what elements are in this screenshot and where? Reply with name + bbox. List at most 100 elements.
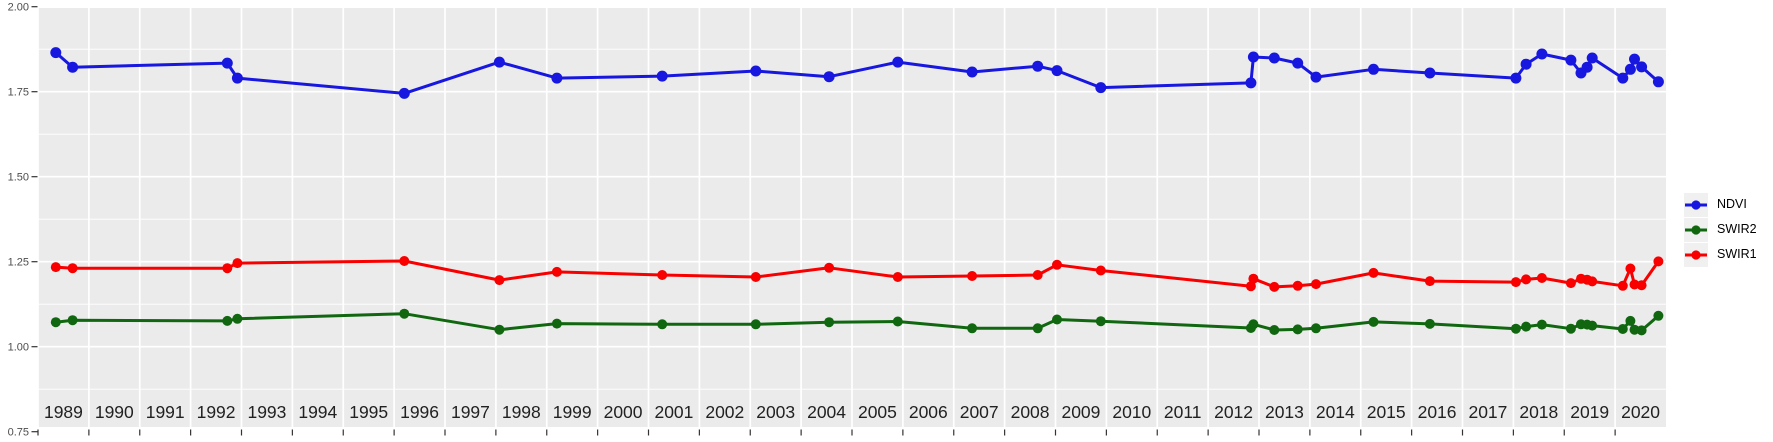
data-point-NDVI <box>1292 57 1304 69</box>
data-point-SWIR1 <box>1311 279 1321 290</box>
legend-key-swir1 <box>1684 242 1708 267</box>
x-tick-label: 1996 <box>400 402 439 422</box>
x-tick-label: 1989 <box>44 402 83 422</box>
data-point-NDVI <box>1520 58 1532 70</box>
data-point-SWIR2 <box>1636 325 1647 336</box>
data-point-NDVI <box>493 56 505 68</box>
data-point-NDVI <box>750 65 762 77</box>
x-tick-label: 2000 <box>604 402 643 422</box>
data-point-NDVI <box>1051 65 1063 77</box>
x-tick-label: 2018 <box>1519 402 1558 422</box>
data-point-SWIR1 <box>1521 274 1532 285</box>
data-point-SWIR2 <box>1565 323 1576 334</box>
data-point-NDVI <box>1032 60 1044 72</box>
data-point-NDVI <box>892 56 904 68</box>
x-tick-label: 2009 <box>1061 402 1100 422</box>
data-point-NDVI <box>1245 77 1257 89</box>
x-tick-label: 1990 <box>95 402 134 422</box>
legend-row-swir1: SWIR1 <box>1684 242 1757 267</box>
x-tick-label: 2012 <box>1214 402 1253 422</box>
data-point-NDVI <box>398 87 410 99</box>
data-point-SWIR1 <box>1052 259 1062 270</box>
data-point-NDVI <box>1652 76 1664 88</box>
data-point-SWIR1 <box>232 258 243 269</box>
x-tick-label: 2002 <box>705 402 744 422</box>
x-tick-label: 2020 <box>1621 402 1660 422</box>
x-tick-label: 2010 <box>1112 402 1151 422</box>
x-tick-label: 2019 <box>1570 402 1609 422</box>
x-tick-label: 2005 <box>858 402 897 422</box>
data-point-SWIR1 <box>824 262 835 273</box>
data-point-SWIR2 <box>67 315 78 326</box>
data-point-NDVI <box>1095 82 1107 94</box>
data-point-NDVI <box>1624 63 1636 75</box>
data-point-SWIR2 <box>1269 325 1280 335</box>
data-point-SWIR1 <box>1292 280 1303 291</box>
x-tick-label: 2014 <box>1316 402 1355 422</box>
x-tick-label: 1998 <box>502 402 541 422</box>
data-point-SWIR1 <box>494 275 505 286</box>
x-tick-label: 1992 <box>197 402 236 422</box>
data-point-SWIR1 <box>1587 276 1598 287</box>
x-tick-label: 2003 <box>756 402 795 422</box>
data-point-SWIR2 <box>1510 323 1521 334</box>
y-tick-label: 1.25 <box>8 257 29 269</box>
x-tick-label: 2001 <box>654 402 693 422</box>
data-point-SWIR1 <box>1269 281 1280 292</box>
data-point-SWIR2 <box>1521 321 1532 332</box>
data-point-NDVI <box>1368 63 1379 75</box>
data-point-SWIR2 <box>1536 319 1547 330</box>
data-point-SWIR2 <box>1587 320 1598 331</box>
legend-row-ndvi: NDVI <box>1684 192 1757 217</box>
data-point-SWIR1 <box>1536 273 1547 283</box>
data-point-NDVI <box>1510 72 1522 84</box>
legend-row-swir2: SWIR2 <box>1684 217 1757 242</box>
data-point-SWIR1 <box>222 263 233 274</box>
x-tick-label: 2008 <box>1011 402 1050 422</box>
data-point-NDVI <box>1581 61 1593 73</box>
data-point-SWIR2 <box>551 318 562 329</box>
data-point-NDVI <box>1565 54 1577 66</box>
data-point-SWIR2 <box>1625 315 1636 326</box>
data-point-SWIR2 <box>50 317 61 328</box>
x-tick-label: 2013 <box>1265 402 1304 422</box>
data-point-SWIR2 <box>657 319 668 330</box>
data-point-SWIR1 <box>967 271 978 281</box>
data-point-SWIR1 <box>1424 276 1435 287</box>
ndvi-line-dot-icon <box>1685 199 1707 210</box>
data-point-SWIR1 <box>1095 265 1106 276</box>
y-tick-label: 1.75 <box>8 87 29 99</box>
data-point-NDVI <box>1629 53 1640 65</box>
data-point-NDVI <box>221 57 233 69</box>
data-point-SWIR1 <box>67 263 78 274</box>
x-tick-label: 1997 <box>451 402 490 422</box>
legend-key-swir2 <box>1684 217 1708 242</box>
legend-label-swir2: SWIR2 <box>1717 222 1757 236</box>
data-point-SWIR2 <box>967 323 978 334</box>
legend-key-ndvi <box>1684 192 1708 217</box>
data-point-SWIR2 <box>1248 319 1259 330</box>
data-point-SWIR1 <box>1248 273 1259 284</box>
data-point-SWIR2 <box>1095 316 1106 327</box>
data-point-NDVI <box>1268 52 1280 64</box>
x-tick-label: 1993 <box>247 402 286 422</box>
x-tick-label: 1999 <box>553 402 592 422</box>
data-point-NDVI <box>1586 52 1598 64</box>
data-point-NDVI <box>966 66 978 78</box>
data-point-SWIR2 <box>1617 324 1628 334</box>
y-tick-label: 0.75 <box>8 427 29 439</box>
data-point-SWIR2 <box>892 316 903 327</box>
data-point-SWIR2 <box>222 315 233 326</box>
y-tick-label: 1.50 <box>8 172 29 184</box>
legend: NDVI SWIR2 SWIR1 <box>1684 192 1757 267</box>
data-point-NDVI <box>656 70 668 82</box>
data-point-SWIR1 <box>750 272 761 282</box>
data-point-SWIR2 <box>824 317 835 328</box>
data-point-SWIR1 <box>1510 277 1521 288</box>
data-point-NDVI <box>1310 71 1322 83</box>
data-point-NDVI <box>1617 72 1629 84</box>
data-point-SWIR2 <box>1424 318 1435 329</box>
data-point-NDVI <box>823 71 835 83</box>
data-point-SWIR1 <box>50 262 61 273</box>
data-point-SWIR2 <box>1032 323 1043 334</box>
